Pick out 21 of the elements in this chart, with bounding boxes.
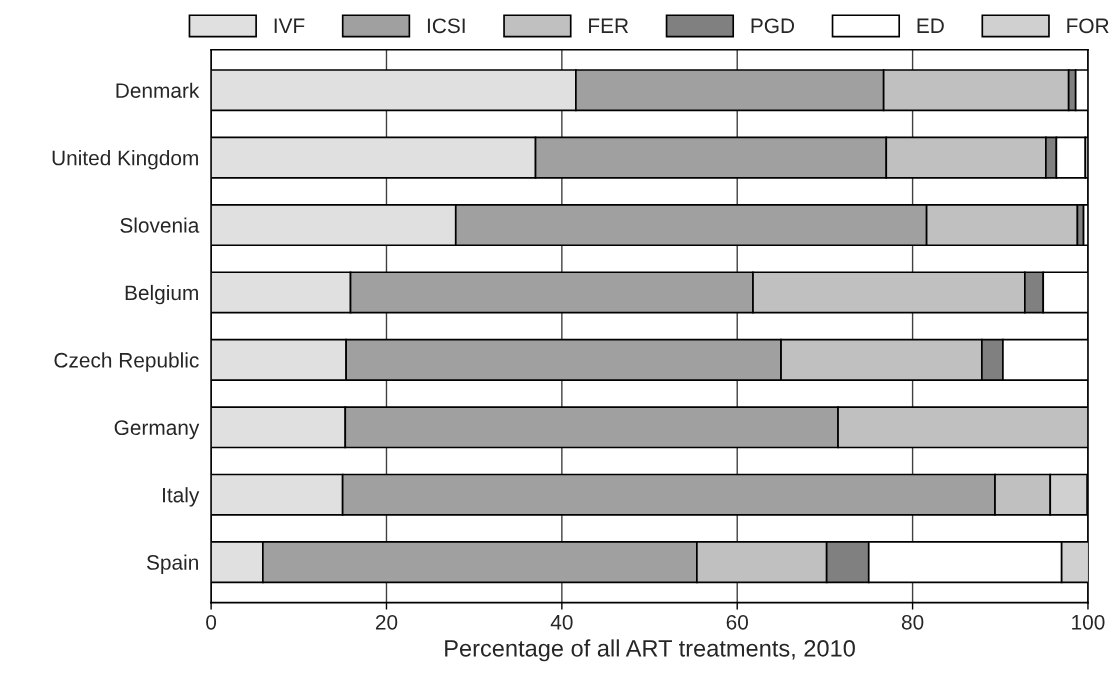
y-tick-label: Germany [114,420,200,440]
x-tick-label: 0 [206,614,217,630]
legend-label: ED [917,18,944,33]
x-tick-label: 20 [375,614,398,630]
y-tick-label: Slovenia [120,217,200,233]
y-tick-label: Czech Republic [54,352,199,372]
x-axis-title: Percentage of all ART treatments, 2010 [445,639,855,662]
legend-label: ICSI [427,18,465,34]
y-tick-label: Belgium [125,284,198,305]
legend-label: IVF [274,18,305,33]
y-tick-label: Spain [146,554,198,574]
y-tick-label: Italy [163,487,200,507]
y-tick-label: Denmark [116,82,200,98]
y-tick-label: United Kingdom [52,150,198,170]
x-tick-label: 60 [726,614,748,630]
x-tick-label: 40 [550,614,573,630]
x-tick-label: 100 [1072,614,1105,630]
legend-label: FER [589,18,629,33]
legend-label: PGD [751,18,795,34]
x-tick-label: 80 [901,614,924,630]
legend-label: FOR [1067,18,1109,34]
